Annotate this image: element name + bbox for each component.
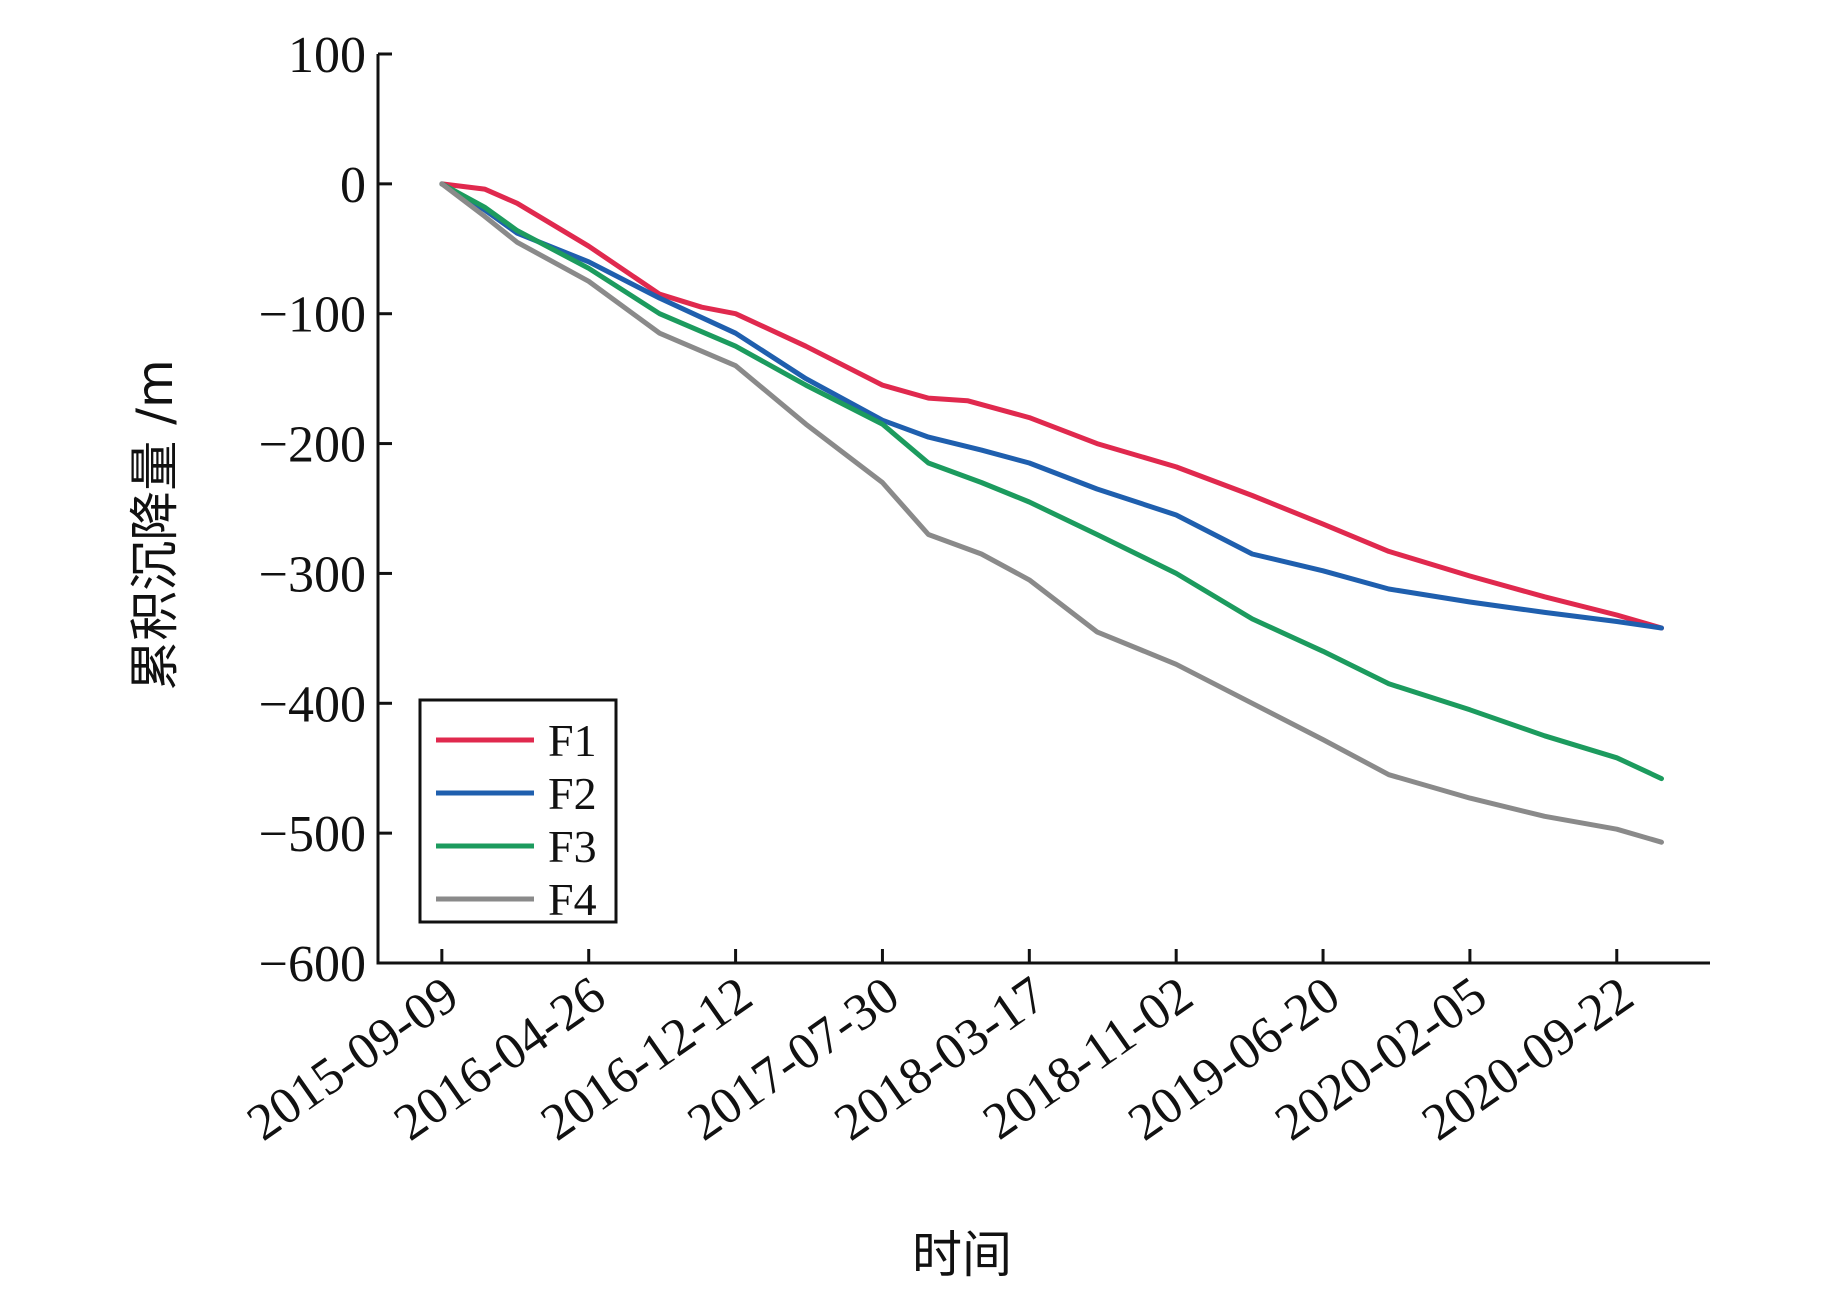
series-line-f4	[439, 181, 1664, 845]
legend-frame	[418, 698, 618, 924]
y-tick-label: 0	[340, 157, 366, 214]
y-ticks-group: 100 0 −100 −200 −300 −400 −500 −600	[259, 27, 392, 993]
plot-series-group	[439, 181, 1664, 845]
y-tick-label: −100	[259, 287, 366, 344]
legend-label-f4: F4	[548, 874, 597, 925]
y-tick-label: −500	[259, 806, 366, 863]
y-tick-label: −200	[259, 417, 366, 474]
y-tick-label: −600	[259, 936, 366, 993]
y-tick-label: −300	[259, 546, 366, 603]
series-line-f1	[439, 181, 1664, 631]
series-line-f3	[439, 181, 1664, 782]
series-line-f2	[439, 181, 1664, 631]
legend-label-f1: F1	[548, 715, 597, 766]
x-ticks-group: 2015-09-092016-04-262016-12-122017-07-30…	[237, 949, 1644, 1152]
legend-label-f3: F3	[548, 821, 597, 872]
y-axis-title: 累积沉降量 /m	[126, 359, 184, 690]
y-tick-label: −400	[259, 676, 366, 733]
legend-label-f2: F2	[548, 768, 597, 819]
y-tick-label: 100	[288, 27, 366, 84]
x-axis-title: 时间	[912, 1226, 1012, 1284]
